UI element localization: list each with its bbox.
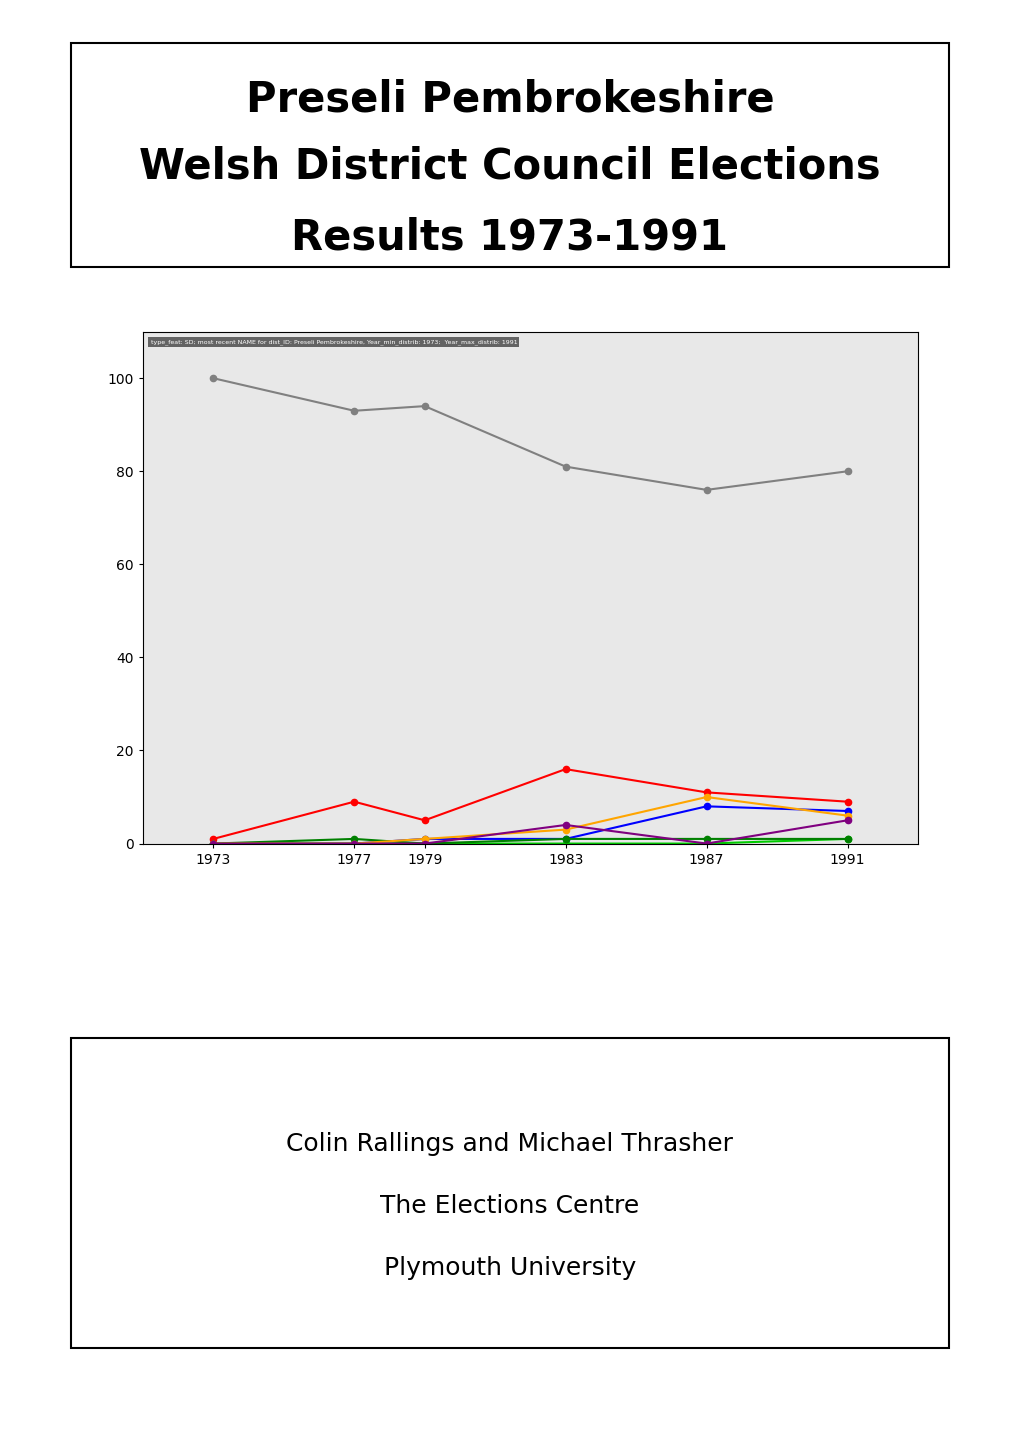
Text: Preseli Pembrokeshire: Preseli Pembrokeshire — [246, 78, 773, 120]
Text: Welsh District Council Elections: Welsh District Council Elections — [139, 146, 880, 187]
FancyBboxPatch shape — [71, 43, 948, 267]
Text: type_feat: SD; most recent NAME for dist_ID: Preseli Pembrokeshire, Year_min_dis: type_feat: SD; most recent NAME for dist… — [151, 339, 517, 345]
Text: Results 1973-1991: Results 1973-1991 — [291, 216, 728, 258]
FancyBboxPatch shape — [71, 1038, 948, 1348]
Text: Colin Rallings and Michael Thrasher: Colin Rallings and Michael Thrasher — [286, 1132, 733, 1155]
Text: The Elections Centre: The Elections Centre — [380, 1194, 639, 1217]
Text: Plymouth University: Plymouth University — [383, 1256, 636, 1279]
